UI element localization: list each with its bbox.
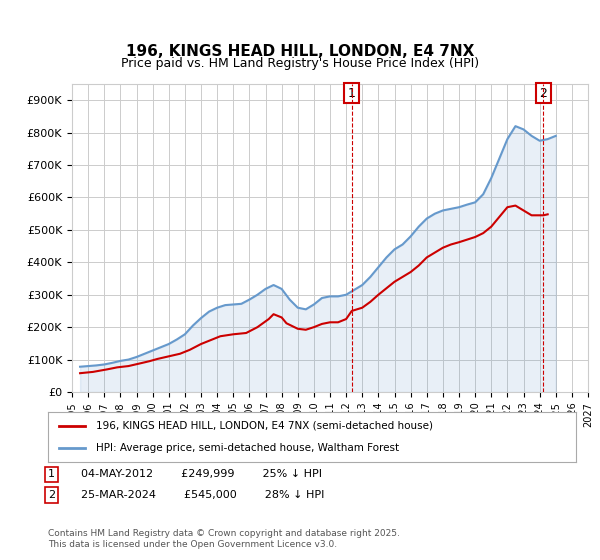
Text: 196, KINGS HEAD HILL, LONDON, E4 7NX: 196, KINGS HEAD HILL, LONDON, E4 7NX bbox=[126, 44, 474, 59]
Text: 2: 2 bbox=[539, 87, 547, 100]
Text: 1: 1 bbox=[348, 87, 356, 100]
Text: Price paid vs. HM Land Registry's House Price Index (HPI): Price paid vs. HM Land Registry's House … bbox=[121, 57, 479, 70]
Text: 196, KINGS HEAD HILL, LONDON, E4 7NX (semi-detached house): 196, KINGS HEAD HILL, LONDON, E4 7NX (se… bbox=[95, 421, 433, 431]
Text: 1: 1 bbox=[48, 469, 55, 479]
Text: 2: 2 bbox=[48, 490, 55, 500]
Text: HPI: Average price, semi-detached house, Waltham Forest: HPI: Average price, semi-detached house,… bbox=[95, 443, 398, 453]
Text: 25-MAR-2024        £545,000        28% ↓ HPI: 25-MAR-2024 £545,000 28% ↓ HPI bbox=[81, 490, 325, 500]
Text: 04-MAY-2012        £249,999        25% ↓ HPI: 04-MAY-2012 £249,999 25% ↓ HPI bbox=[81, 469, 322, 479]
Text: Contains HM Land Registry data © Crown copyright and database right 2025.
This d: Contains HM Land Registry data © Crown c… bbox=[48, 529, 400, 549]
